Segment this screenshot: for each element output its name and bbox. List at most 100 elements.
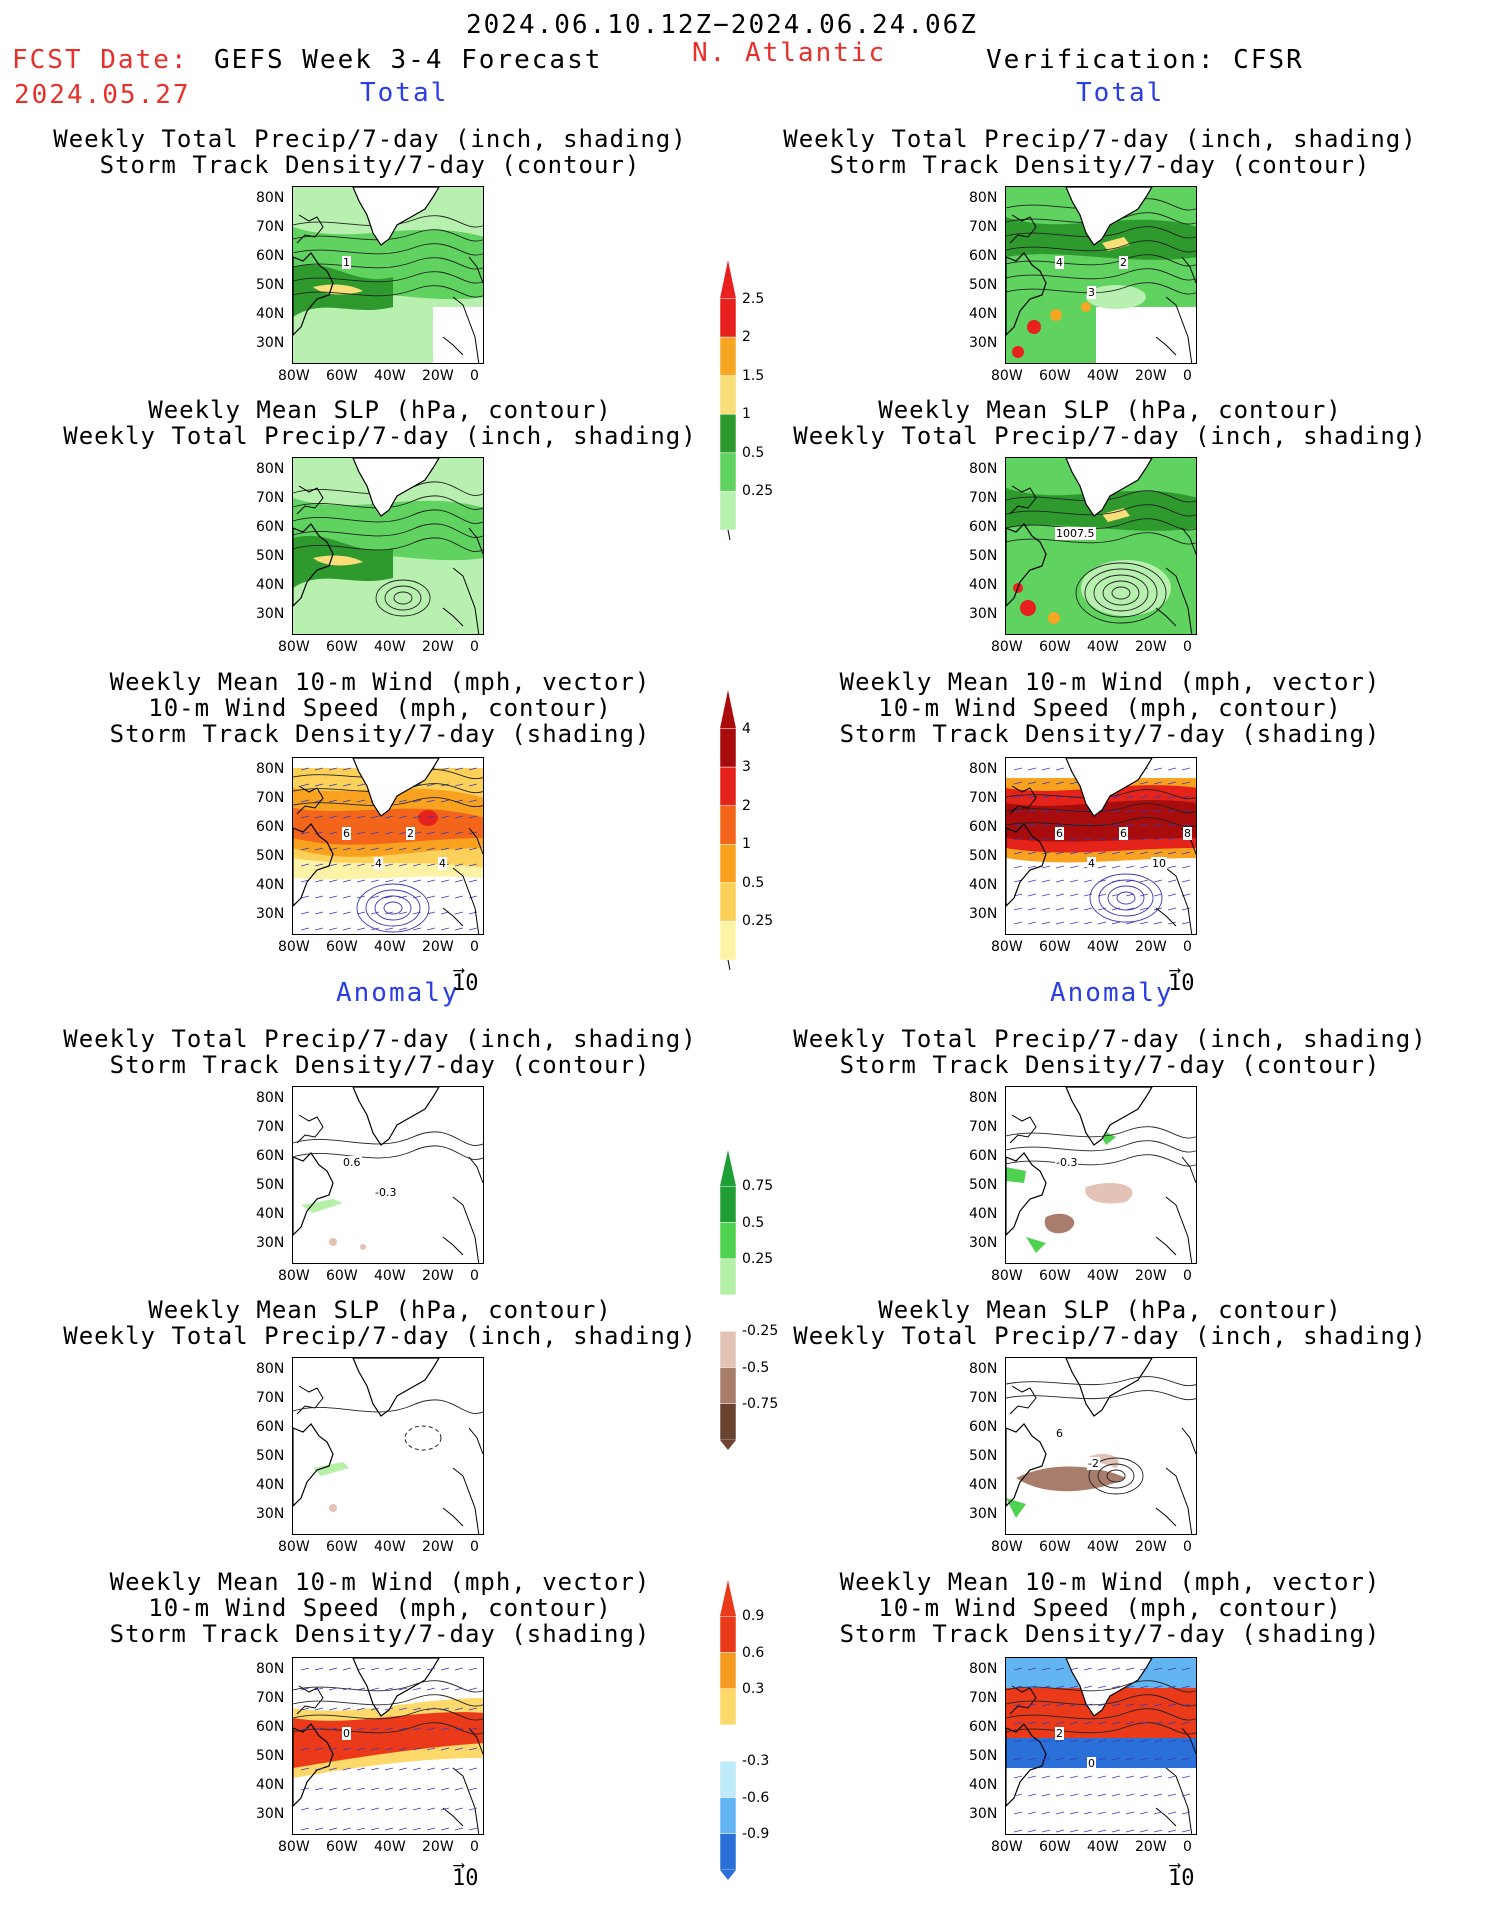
lon-label: 0 (1183, 1839, 1192, 1855)
contour-label: 2 (1119, 256, 1128, 269)
lat-label: 80N (256, 1661, 285, 1677)
lon-label: 60W (326, 368, 358, 384)
colorbar-label: 0.6 (742, 1644, 765, 1661)
contour-label: -2 (1087, 1457, 1100, 1470)
lat-label: 30N (256, 906, 285, 922)
colorbar-label: 1 (742, 836, 751, 853)
lon-label: 80W (991, 1839, 1023, 1855)
colorbar-label: 2 (742, 329, 751, 346)
lon-label: 40W (1087, 1839, 1119, 1855)
colorbar-label: 2 (742, 797, 751, 814)
lat-label: 80N (256, 1361, 285, 1377)
lat-label: 30N (969, 335, 998, 351)
map-gefs-anom-wind-storm (292, 1657, 484, 1835)
lat-label: 80N (969, 461, 998, 477)
lat-label: 70N (256, 490, 285, 506)
lon-label: 60W (1039, 1539, 1071, 1555)
contour-label: 4 (1087, 857, 1096, 870)
title-gefs-precip-storm: Weekly Total Precip/7-day (inch, shading… (53, 125, 687, 179)
map-gefs-slp-precip (292, 457, 484, 635)
contour-label: 2 (406, 827, 415, 840)
lon-label: 40W (1087, 368, 1119, 384)
colorbar-label: 0.9 (742, 1608, 765, 1625)
lat-label: 60N (256, 819, 285, 835)
lon-label: 0 (470, 368, 479, 384)
lat-label: 80N (969, 1090, 998, 1106)
lat-label: 70N (969, 1690, 998, 1706)
lat-label: 70N (969, 790, 998, 806)
lon-label: 80W (278, 368, 310, 384)
lat-label: 40N (256, 1206, 285, 1222)
lat-label: 70N (256, 1390, 285, 1406)
lat-label: 50N (256, 1177, 285, 1193)
lat-label: 50N (256, 1748, 285, 1764)
contour-label: 0.6 (342, 1156, 362, 1169)
lon-label: 80W (991, 1539, 1023, 1555)
lon-label: 40W (374, 368, 406, 384)
lat-label: 30N (969, 1806, 998, 1822)
map-gefs-precip-storm (292, 186, 484, 364)
lat-label: 70N (969, 1390, 998, 1406)
colorbar-label: -0.25 (742, 1323, 779, 1340)
lat-label: 60N (969, 519, 998, 535)
lat-label: 30N (256, 1806, 285, 1822)
lon-label: 80W (991, 939, 1023, 955)
contour-label: 6 (1055, 1427, 1064, 1440)
lon-label: 0 (470, 1539, 479, 1555)
contour-label: -0.3 (1055, 1156, 1079, 1169)
date-range: 2024.06.10.12Z−2024.06.24.06Z (466, 10, 978, 40)
lon-label: 60W (1039, 939, 1071, 955)
lon-label: 80W (278, 939, 310, 955)
lat-label: 50N (969, 1748, 998, 1764)
colorbar-label: 0.5 (742, 444, 765, 461)
lon-label: 20W (1135, 368, 1167, 384)
lat-label: 40N (969, 1477, 998, 1493)
region-title: N. Atlantic (692, 38, 887, 68)
lon-label: 40W (1087, 939, 1119, 955)
lon-label: 80W (991, 368, 1023, 384)
lon-label: 20W (1135, 639, 1167, 655)
colorbar-label: 0.25 (742, 483, 774, 500)
colorbar-label: 1 (742, 406, 751, 423)
lat-label: 70N (969, 490, 998, 506)
lon-label: 20W (1135, 1268, 1167, 1284)
lon-label: 40W (1087, 1539, 1119, 1555)
contour-label: 4 (1055, 256, 1064, 269)
vector-scale-gefs-total: ⟶ 10 (452, 960, 479, 996)
lon-label: 40W (374, 939, 406, 955)
lat-label: 70N (256, 790, 285, 806)
lon-label: 0 (1183, 368, 1192, 384)
lon-label: 60W (326, 1268, 358, 1284)
lon-label: 20W (422, 1268, 454, 1284)
lat-label: 30N (256, 335, 285, 351)
map-cfsr-wind-storm (1005, 757, 1197, 935)
lat-label: 70N (969, 219, 998, 235)
lat-label: 70N (256, 219, 285, 235)
lat-label: 50N (256, 277, 285, 293)
colorbar-label: -0.9 (742, 1825, 770, 1842)
lat-label: 80N (969, 190, 998, 206)
lon-label: 20W (422, 939, 454, 955)
lat-label: 60N (256, 1148, 285, 1164)
lat-label: 60N (969, 1719, 998, 1735)
lat-label: 60N (969, 1148, 998, 1164)
lat-label: 50N (969, 1448, 998, 1464)
lat-label: 40N (256, 1477, 285, 1493)
lon-label: 0 (470, 939, 479, 955)
title-gefs-anom-slp-precip: Weekly Mean SLP (hPa, contour) Weekly Tot… (63, 1296, 697, 1350)
title-cfsr-precip-storm: Weekly Total Precip/7-day (inch, shading… (783, 125, 1417, 179)
vector-scale-cfsr-total: ⟶ 10 (1168, 960, 1195, 996)
title-cfsr-anom-slp-precip: Weekly Mean SLP (hPa, contour) Weekly Tot… (793, 1296, 1427, 1350)
map-cfsr-anom-precip-storm (1005, 1086, 1197, 1264)
lat-label: 70N (969, 1119, 998, 1135)
lat-label: 80N (256, 761, 285, 777)
colorbar-label: -0.3 (742, 1753, 770, 1770)
lat-label: 40N (969, 577, 998, 593)
lat-label: 80N (256, 190, 285, 206)
contour-label: 8 (1183, 827, 1192, 840)
lon-label: 0 (470, 1268, 479, 1284)
lon-label: 40W (374, 1539, 406, 1555)
fcst-date-label: FCST Date: (12, 45, 189, 75)
colorbar-label: -0.5 (742, 1359, 770, 1376)
title-gefs-anom-wind-storm: Weekly Mean 10-m Wind (mph, vector) 10-m … (109, 1568, 651, 1648)
